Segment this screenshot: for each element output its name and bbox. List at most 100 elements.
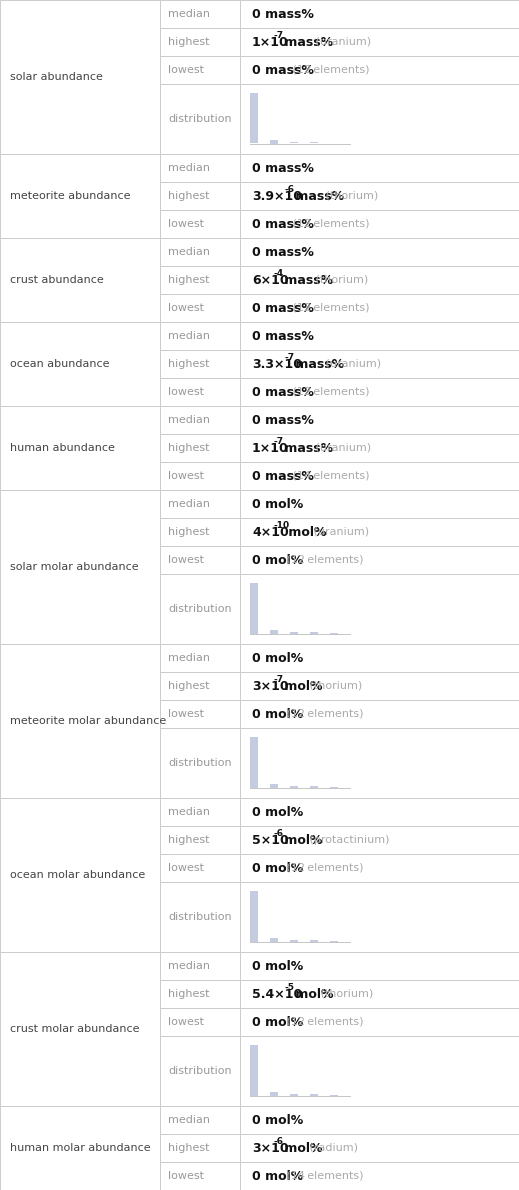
Text: -7: -7 (274, 31, 284, 40)
Bar (0, 154, 160, 238)
Bar (160, 798, 240, 826)
Bar (240, 1161, 519, 1190)
Text: -5: -5 (284, 983, 294, 992)
Text: median: median (168, 499, 210, 509)
Text: highest: highest (168, 359, 210, 369)
Text: highest: highest (168, 443, 210, 453)
Text: 0 mol%: 0 mol% (252, 959, 303, 972)
Text: human abundance: human abundance (10, 443, 115, 453)
Text: 1×10: 1×10 (252, 441, 289, 455)
Text: meteorite molar abundance: meteorite molar abundance (10, 716, 166, 726)
Text: highest: highest (168, 275, 210, 284)
Text: 0 mol%: 0 mol% (252, 1170, 303, 1183)
Bar (160, 378, 240, 406)
Text: median: median (168, 248, 210, 257)
Text: highest: highest (168, 835, 210, 845)
Bar (240, 826, 519, 854)
Text: (12 elements): (12 elements) (283, 863, 364, 873)
Text: -6: -6 (274, 829, 283, 838)
Bar (240, 267, 519, 294)
Text: (uranium): (uranium) (312, 443, 371, 453)
Text: 3.3×10: 3.3×10 (252, 357, 302, 370)
Bar (160, 490, 240, 518)
Text: (12 elements): (12 elements) (283, 709, 364, 719)
Bar (160, 1106, 240, 1134)
Bar (290, 785, 298, 788)
Bar (160, 518, 240, 546)
Text: 0 mol%: 0 mol% (252, 1114, 303, 1127)
Bar (160, 644, 240, 672)
Text: highest: highest (168, 681, 210, 691)
Bar (240, 546, 519, 574)
Text: (12 elements): (12 elements) (289, 65, 369, 75)
Bar (160, 267, 240, 294)
Bar (250, 891, 258, 941)
Text: meteorite abundance: meteorite abundance (10, 192, 130, 201)
Bar (160, 406, 240, 434)
Text: 0 mass%: 0 mass% (252, 63, 314, 76)
Text: -7: -7 (284, 353, 294, 362)
Text: 0 mass%: 0 mass% (252, 413, 314, 426)
Text: 0 mass%: 0 mass% (252, 386, 314, 399)
Text: median: median (168, 1115, 210, 1125)
Bar (240, 490, 519, 518)
Bar (240, 209, 519, 238)
Text: (12 elements): (12 elements) (283, 1017, 364, 1027)
Text: lowest: lowest (168, 1017, 204, 1027)
Text: (uranium): (uranium) (312, 37, 371, 46)
Text: (uranium): (uranium) (310, 527, 369, 537)
Text: 1×10: 1×10 (252, 36, 289, 49)
Bar (240, 854, 519, 882)
Bar (160, 574, 240, 644)
Bar (160, 981, 240, 1008)
Text: 0 mass%: 0 mass% (252, 245, 314, 258)
Text: highest: highest (168, 1144, 210, 1153)
Text: lowest: lowest (168, 65, 204, 75)
Bar (240, 700, 519, 728)
Text: mass%: mass% (291, 189, 344, 202)
Bar (250, 1045, 258, 1096)
Text: median: median (168, 807, 210, 818)
Bar (160, 1036, 240, 1106)
Text: 0 mol%: 0 mol% (252, 1015, 303, 1028)
Text: mol%: mol% (280, 833, 323, 846)
Bar (160, 728, 240, 798)
Text: mass%: mass% (280, 36, 334, 49)
Text: (14 elements): (14 elements) (283, 1171, 364, 1180)
Bar (250, 93, 258, 144)
Bar (0, 322, 160, 406)
Bar (160, 322, 240, 350)
Bar (160, 350, 240, 378)
Text: crust molar abundance: crust molar abundance (10, 1025, 140, 1034)
Text: 3×10: 3×10 (252, 1141, 289, 1154)
Text: 0 mol%: 0 mol% (252, 497, 303, 511)
Text: (12 elements): (12 elements) (289, 387, 369, 397)
Bar (250, 583, 258, 633)
Bar (240, 952, 519, 981)
Bar (240, 462, 519, 490)
Bar (290, 632, 298, 633)
Text: mol%: mol% (284, 526, 326, 539)
Bar (160, 434, 240, 462)
Bar (160, 0, 240, 29)
Bar (0, 0, 160, 154)
Text: lowest: lowest (168, 387, 204, 397)
Text: 0 mol%: 0 mol% (252, 651, 303, 664)
Bar (240, 798, 519, 826)
Bar (240, 574, 519, 644)
Text: (14 elements): (14 elements) (289, 471, 369, 481)
Bar (160, 294, 240, 322)
Bar (240, 1134, 519, 1161)
Text: ocean molar abundance: ocean molar abundance (10, 870, 145, 879)
Bar (240, 294, 519, 322)
Text: 5×10: 5×10 (252, 833, 289, 846)
Bar (270, 140, 278, 144)
Bar (240, 1008, 519, 1036)
Bar (240, 434, 519, 462)
Bar (270, 1092, 278, 1096)
Text: 0 mass%: 0 mass% (252, 301, 314, 314)
Bar (160, 952, 240, 981)
Bar (290, 940, 298, 941)
Bar (240, 981, 519, 1008)
Bar (160, 672, 240, 700)
